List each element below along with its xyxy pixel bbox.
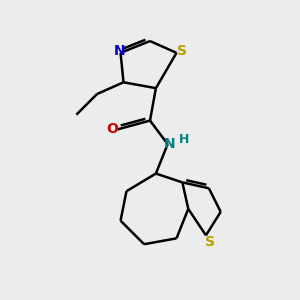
Text: S: S xyxy=(177,44,187,58)
Text: N: N xyxy=(164,136,176,151)
Text: N: N xyxy=(113,44,125,58)
Text: H: H xyxy=(179,133,189,146)
Text: O: O xyxy=(106,122,118,136)
Text: S: S xyxy=(206,235,215,249)
